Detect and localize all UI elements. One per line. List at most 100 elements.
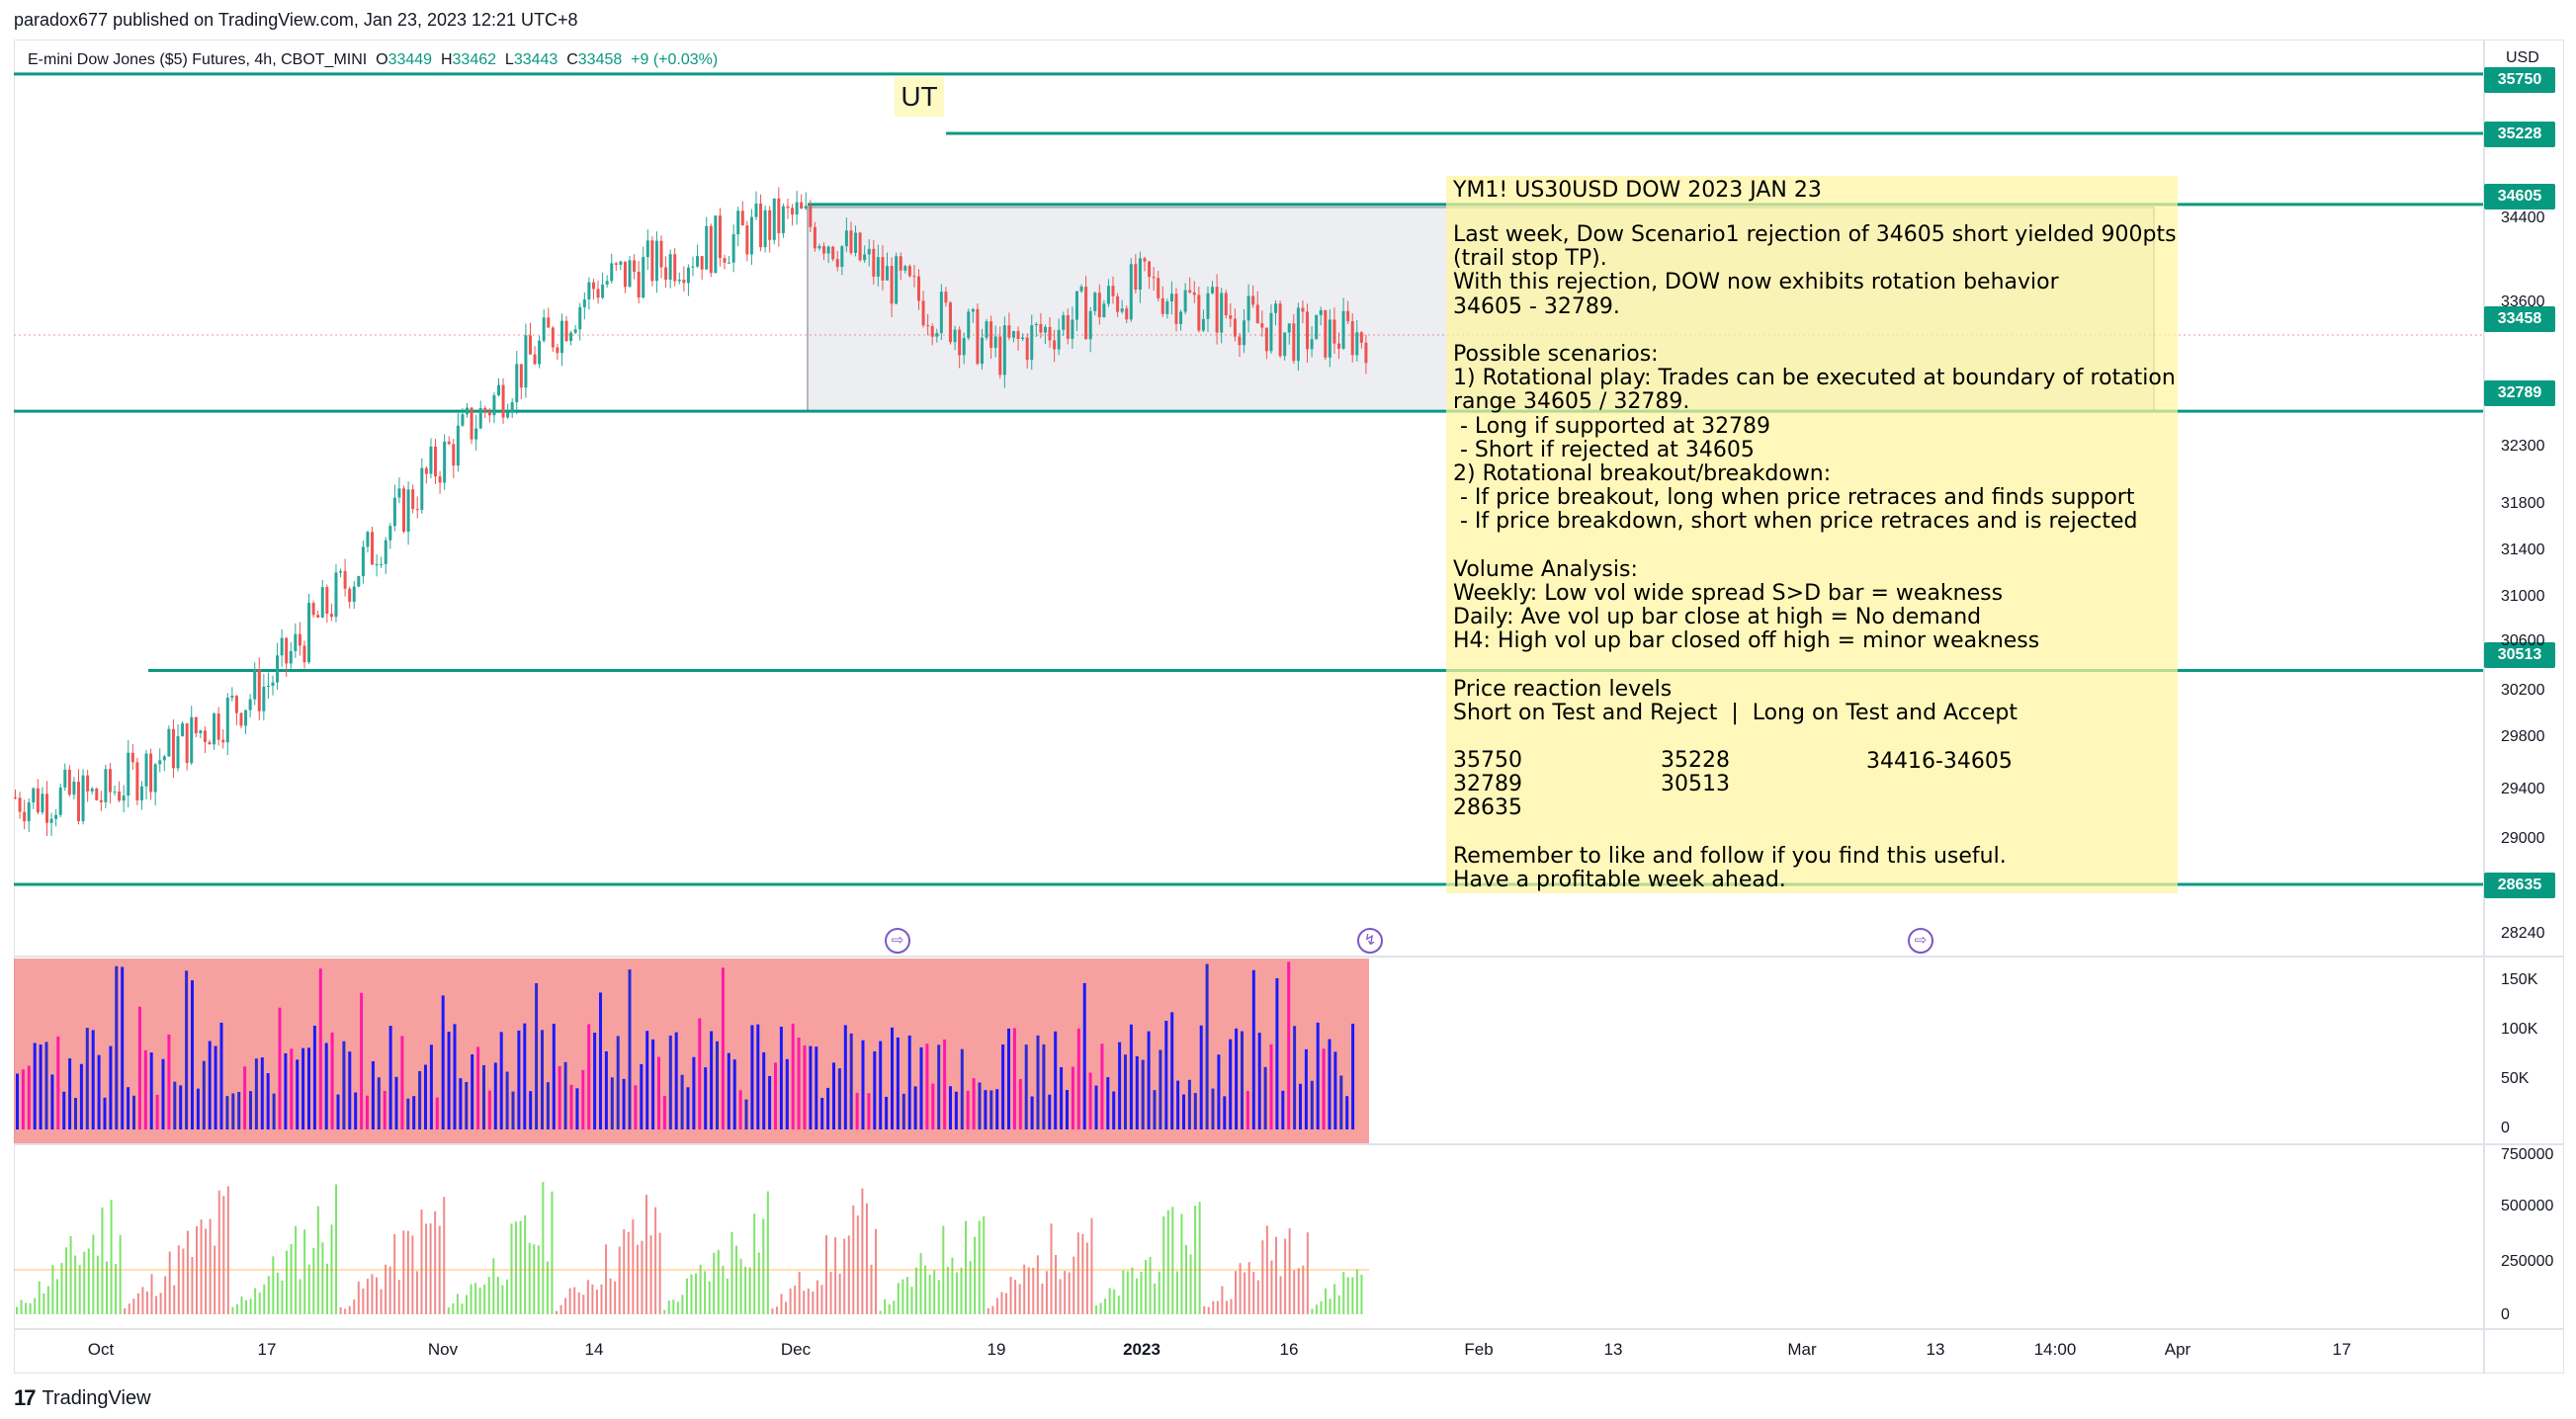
candle-body bbox=[677, 279, 681, 282]
volume-bar bbox=[604, 1050, 608, 1129]
candle-body bbox=[199, 730, 203, 734]
volume-bar bbox=[354, 1092, 358, 1129]
candle-body bbox=[67, 769, 71, 795]
oscillator-bar bbox=[483, 1284, 486, 1314]
tradingview-logo-icon[interactable]: 17 bbox=[14, 1385, 37, 1410]
event-marker-icon[interactable]: ⇨ bbox=[1908, 928, 1933, 954]
oscillator-bar bbox=[591, 1284, 594, 1314]
price-axis-label: 31000 bbox=[2501, 588, 2545, 605]
event-marker-icon[interactable]: ↯ bbox=[1357, 928, 1383, 954]
volume-bar bbox=[1281, 1090, 1285, 1129]
oscillator-bar bbox=[205, 1228, 208, 1314]
candle-body bbox=[921, 300, 925, 326]
high-value: 33462 bbox=[452, 51, 497, 68]
oscillator-bar bbox=[757, 1252, 760, 1314]
candle-body bbox=[298, 633, 301, 646]
price-axis-label: 28240 bbox=[2501, 925, 2545, 942]
oscillator-bar bbox=[722, 1266, 725, 1314]
candle-body bbox=[113, 792, 117, 793]
oscillator-bar bbox=[1175, 1271, 1178, 1314]
volume-bar bbox=[552, 1023, 556, 1129]
oscillator-bar bbox=[290, 1243, 293, 1314]
analysis-note-box[interactable] bbox=[1446, 176, 2178, 893]
volume-bar bbox=[1054, 1031, 1058, 1129]
candle-body bbox=[596, 289, 600, 298]
volume-bar bbox=[179, 1085, 183, 1129]
price-tag-32789[interactable]: 32789 bbox=[2484, 380, 2555, 406]
candle-body bbox=[1315, 314, 1319, 340]
volume-bar bbox=[1094, 1085, 1098, 1129]
volume-bar bbox=[97, 1054, 101, 1129]
oscillator-bar bbox=[960, 1267, 963, 1314]
event-marker-icon[interactable]: ⇨ bbox=[885, 928, 910, 954]
price-tag-last[interactable]: 33458 bbox=[2484, 306, 2555, 332]
oscillator-bar bbox=[307, 1264, 310, 1314]
candle-body bbox=[1292, 323, 1296, 362]
oscillator-bar bbox=[191, 1256, 194, 1314]
oscillator-bar bbox=[461, 1303, 464, 1314]
candle-body bbox=[573, 329, 577, 333]
volume-bar bbox=[1345, 1096, 1349, 1129]
oscillator-bar bbox=[884, 1298, 887, 1314]
oscillator-bar bbox=[748, 1267, 751, 1314]
oscillator-bar bbox=[1244, 1272, 1246, 1314]
price-tag-35750[interactable]: 35750 bbox=[2484, 67, 2555, 93]
candle-body bbox=[1337, 343, 1341, 349]
oscillator-bar bbox=[16, 1306, 18, 1314]
volume-bar bbox=[237, 1092, 241, 1129]
oscillator-bar bbox=[376, 1277, 378, 1314]
oscillator-bar bbox=[735, 1245, 737, 1314]
close-value: 33458 bbox=[577, 51, 623, 68]
price-tag-34605[interactable]: 34605 bbox=[2484, 184, 2555, 209]
volume-axis-label: 50K bbox=[2501, 1070, 2530, 1087]
oscillator-bar bbox=[699, 1264, 702, 1314]
price-tag-35228[interactable]: 35228 bbox=[2484, 122, 2555, 147]
candle-body bbox=[1093, 292, 1097, 311]
oscillator-bar bbox=[713, 1252, 716, 1314]
oscillator-bar bbox=[402, 1230, 405, 1314]
oscillator-bar bbox=[1346, 1277, 1349, 1314]
candle-body bbox=[614, 263, 618, 265]
oscillator-bar bbox=[141, 1287, 144, 1314]
volume-bar bbox=[809, 1045, 813, 1129]
candle-body bbox=[967, 311, 971, 339]
oscillator-bar bbox=[595, 1290, 598, 1314]
volume-bar bbox=[167, 1034, 171, 1129]
candle-body bbox=[1074, 291, 1078, 320]
volume-bar bbox=[1310, 1080, 1314, 1129]
oscillator-bar bbox=[1131, 1267, 1134, 1314]
candle-body bbox=[551, 327, 555, 348]
currency-label[interactable]: USD bbox=[2506, 49, 2539, 66]
candle-body bbox=[705, 225, 709, 270]
price-tag-28635[interactable]: 28635 bbox=[2484, 873, 2555, 898]
oscillator-bar bbox=[209, 1218, 212, 1314]
oscillator-bar bbox=[353, 1299, 356, 1314]
candle-body bbox=[27, 801, 31, 822]
candle-body bbox=[926, 325, 930, 327]
volume-bar bbox=[482, 1064, 485, 1129]
volume-bar bbox=[1199, 1025, 1203, 1129]
volume-bar bbox=[1287, 961, 1291, 1129]
candle-body bbox=[587, 282, 591, 300]
candle-body bbox=[1355, 332, 1359, 356]
candle-body bbox=[361, 546, 365, 577]
price-tag-30513[interactable]: 30513 bbox=[2484, 642, 2555, 668]
oscillator-bar bbox=[55, 1279, 58, 1314]
oscillator-bar bbox=[600, 1284, 603, 1314]
oscillator-bar bbox=[1360, 1274, 1363, 1314]
volume-bar bbox=[523, 1023, 527, 1129]
oscillator-bar bbox=[861, 1188, 864, 1314]
oscillator-bar bbox=[838, 1273, 841, 1314]
symbol-name[interactable]: E-mini Dow Jones ($5) Futures, 4h, CBOT_… bbox=[28, 51, 368, 68]
oscillator-bar bbox=[1158, 1271, 1160, 1314]
time-axis-label: 13 bbox=[1603, 1340, 1623, 1359]
oscillator-bar bbox=[798, 1271, 801, 1314]
open-value: 33449 bbox=[387, 51, 433, 68]
candle-body bbox=[153, 764, 157, 793]
candle-body bbox=[1088, 310, 1092, 340]
candle-body bbox=[605, 281, 609, 285]
candle-body bbox=[108, 769, 112, 793]
oscillator-bar bbox=[348, 1305, 351, 1314]
candle-body bbox=[1062, 315, 1066, 330]
